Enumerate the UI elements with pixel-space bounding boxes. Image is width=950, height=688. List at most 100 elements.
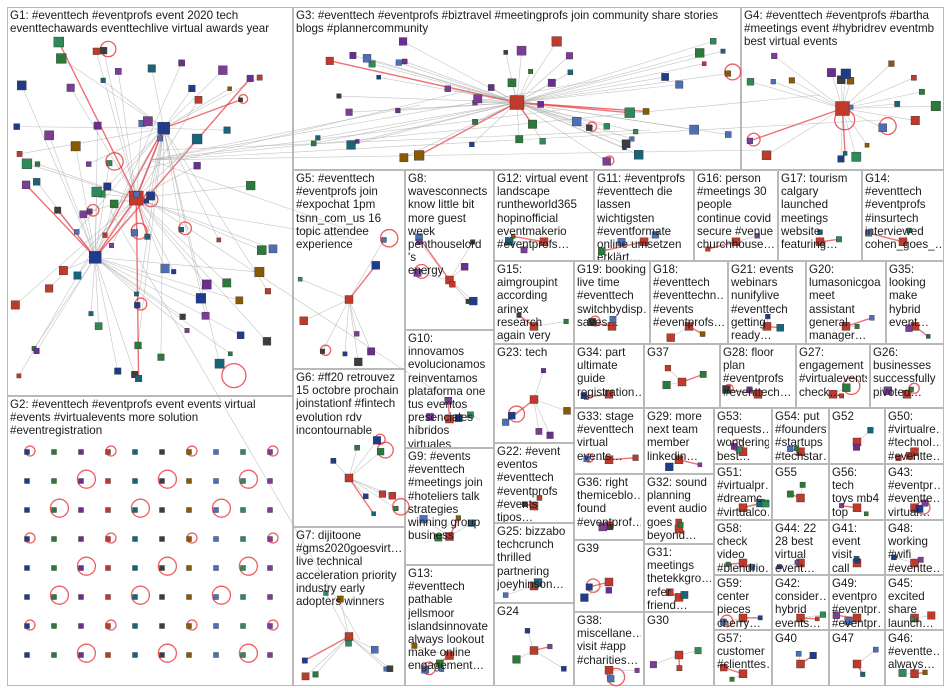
group-label: G33: stage #eventtech virtual events… [577, 410, 634, 463]
group-label: G47 [832, 632, 854, 645]
group-label: G19: booking live time #eventtech switch… [577, 263, 647, 329]
group-label: G44: 22 28 best virtual event… [775, 522, 817, 575]
group-g13: G13: #eventtech pathable jellsmoor islan… [405, 565, 494, 686]
group-label: G22: #event eventos #eventtech #eventpro… [497, 445, 561, 523]
group-g42: G42: consider… hybrid events… [772, 575, 829, 630]
group-g10: G10: innovamos evolucionamos reinventamo… [405, 330, 494, 448]
group-g54: G54: put #founders #startups #techstar… [772, 408, 829, 464]
group-label: G11: #eventprofs #eventtech die lassen w… [597, 172, 686, 261]
group-label: G58: check video #blendrio… [717, 522, 769, 575]
group-g31: G31: meetings thetekkgro… refer friend… [644, 544, 714, 612]
group-label: G7: dijitoone #gms2020goesvirt… live tec… [296, 529, 402, 609]
group-g57: G57: customer #clienttes… [714, 630, 772, 686]
group-label: G53: requests… wondering best… [717, 410, 769, 463]
group-label: G6: #ff20 retrouvez 15 octobre prochain … [296, 371, 399, 437]
group-label: G13: #eventtech pathable jellsmoor islan… [408, 567, 488, 673]
group-label: G50: #virtualre… #technol… #eventte… [888, 410, 941, 463]
group-g28: G28: floor plan #eventprofs #eventtech… [720, 344, 796, 408]
group-g40: G40 [772, 630, 829, 686]
group-g22: G22: #event eventos #eventtech #eventpro… [494, 443, 574, 523]
group-g33: G33: stage #eventtech virtual events… [574, 408, 644, 474]
group-g9: G9: #events #eventtech #meetings join #h… [405, 448, 494, 565]
group-label: G52 [832, 410, 854, 423]
group-label: G40 [775, 632, 797, 645]
group-label: G18: #eventtech #eventtechn… #events #ev… [653, 263, 725, 329]
group-label: G27: engagement #virtualevents check… [799, 346, 867, 399]
group-g50: G50: #virtualre… #technol… #eventte… [885, 408, 944, 464]
group-g11: G11: #eventprofs #eventtech die lassen w… [594, 170, 694, 261]
group-g49: G49: eventpro #eventpr… #eventpr… [829, 575, 885, 630]
group-label: G4: #eventtech #eventprofs #bartha #meet… [744, 9, 935, 49]
group-label: G1: #eventtech #eventprofs event 2020 te… [10, 9, 270, 36]
group-label: G21: events webinars nunifylive #eventte… [731, 263, 794, 343]
group-label: G45: excited share launch… [888, 577, 934, 630]
group-label: G15: aimgroupint according arinex resear… [497, 263, 558, 343]
group-g26: G26: businesses successfully pivoted… [870, 344, 944, 408]
group-g59: G59: center pieces cherry… [714, 575, 772, 630]
group-label: G41: event visit call 8527422… [832, 522, 861, 575]
group-label: G32: sound planning event audio goes bey… [647, 476, 707, 542]
group-label: G20: lumasonicgoa meet assistant general… [809, 263, 881, 343]
group-label: G23: tech [497, 346, 548, 359]
group-label: G3: #eventtech #eventprofs #biztravel #m… [296, 9, 719, 36]
group-g41: G41: event visit call 8527422… [829, 520, 885, 575]
group-label: G48: working #wifi #eventte… [888, 522, 941, 575]
group-g18: G18: #eventtech #eventtechn… #events #ev… [650, 261, 728, 344]
group-g55: G55 [772, 464, 829, 520]
group-g2: G2: #eventtech #eventprofs event events … [7, 396, 293, 686]
group-g19: G19: booking live time #eventtech switch… [574, 261, 650, 344]
group-label: G38: miscellane… visit #app #charities… [577, 614, 641, 667]
group-g5: G5: #eventtech #eventprofs join #expocha… [293, 170, 405, 369]
group-g20: G20: lumasonicgoa meet assistant general… [806, 261, 886, 344]
group-label: G46: #eventte… always… [888, 632, 941, 672]
group-label: G9: #events #eventtech #meetings join #h… [408, 450, 483, 543]
group-g38: G38: miscellane… visit #app #charities… [574, 612, 644, 686]
group-g44: G44: 22 28 best virtual event… [772, 520, 829, 575]
group-label: G57: customer #clienttes… [717, 632, 769, 672]
group-label: G59: center pieces cherry… [717, 577, 761, 630]
group-label: G16: person #meetings 30 people continue… [697, 172, 775, 252]
group-g48: G48: working #wifi #eventte… [885, 520, 944, 575]
group-label: G31: meetings thetekkgro… refer friend… [647, 546, 711, 612]
group-g58: G58: check video #blendrio… [714, 520, 772, 575]
group-g15: G15: aimgroupint according arinex resear… [494, 261, 574, 344]
group-label: G17: tourism calgary launched meetings w… [781, 172, 848, 252]
group-label: G29: more next team member linkedin… [647, 410, 702, 463]
group-g7: G7: dijitoone #gms2020goesvirt… live tec… [293, 527, 405, 686]
group-label: G55 [775, 466, 797, 479]
group-label: G51: #virtualpr… #dreamc… #virtualco… [717, 466, 769, 519]
group-label: G54: put #founders #startups #techstar… [775, 410, 826, 463]
group-g35: G35: looking make hybrid event… [886, 261, 944, 344]
group-g47: G47 [829, 630, 885, 686]
group-label: G37 [647, 346, 669, 359]
group-g3: G3: #eventtech #eventprofs #biztravel #m… [293, 7, 741, 170]
group-g24: G24 [494, 603, 574, 686]
group-g25: G25: bizzabo techcrunch thrilled partner… [494, 523, 574, 603]
group-label: G8: wavesconnects know little bit more g… [408, 172, 488, 278]
group-label: G35: looking make hybrid event… [889, 263, 929, 329]
group-g14: G14: #eventtech #eventprofs #insurtech i… [862, 170, 944, 261]
group-g43: G43: #eventpr… #eventte… virtual… [885, 464, 944, 520]
group-g12: G12: virtual event landscape runtheworld… [494, 170, 594, 261]
group-g39: G39 [574, 540, 644, 612]
group-g45: G45: excited share launch… [885, 575, 944, 630]
group-label: G12: virtual event landscape runtheworld… [497, 172, 588, 252]
group-g23: G23: tech [494, 344, 574, 443]
group-label: G36: right themiceblo… found #eventprof… [577, 476, 641, 529]
group-label: G49: eventpro #eventpr… #eventpr… [832, 577, 882, 630]
group-label: G34: part ultimate guide registration… [577, 346, 641, 399]
group-label: G42: consider… hybrid events… [775, 577, 826, 630]
group-label: G24 [497, 605, 519, 618]
group-g56: G56: tech toys mb4 top favorite… [829, 464, 885, 520]
group-g16: G16: person #meetings 30 people continue… [694, 170, 778, 261]
group-g30: G30 [644, 612, 714, 686]
group-g46: G46: #eventte… always… [885, 630, 944, 686]
group-label: G25: bizzabo techcrunch thrilled partner… [497, 525, 566, 591]
group-label: G14: #eventtech #eventprofs #insurtech i… [865, 172, 941, 252]
group-g27: G27: engagement #virtualevents check… [796, 344, 870, 408]
group-label: G26: businesses successfully pivoted… [873, 346, 936, 399]
group-g32: G32: sound planning event audio goes bey… [644, 474, 714, 544]
group-g52: G52 [829, 408, 885, 464]
group-g6: G6: #ff20 retrouvez 15 octobre prochain … [293, 369, 405, 527]
